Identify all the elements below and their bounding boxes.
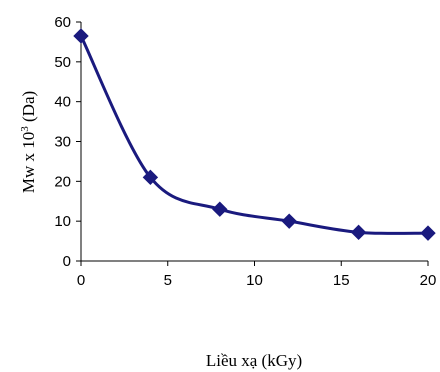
x-tick-label: 15 [333,272,350,289]
x-tick-label: 0 [77,272,85,289]
x-axis-title: Liều xạ (kGy) [206,351,302,370]
y-tick-label: 30 [54,134,71,151]
data-point [142,169,159,186]
y-tick-label: 50 [54,54,71,71]
data-point [350,224,367,241]
x-tick-label: 5 [164,272,172,289]
y-axis-title-superscript: 3 [19,126,31,132]
y-ticks: 0 10 20 30 40 50 60 [54,14,81,270]
y-tick-label: 0 [63,253,71,270]
y-axis-title-prefix: Mw x 10 [19,132,38,193]
x-ticks: 0 5 10 15 20 [77,261,437,289]
axes [80,22,428,262]
data-point [281,213,297,229]
x-tick-label: 10 [246,272,263,289]
series-line [79,34,430,235]
y-tick-label: 60 [54,14,71,31]
data-point [420,225,436,241]
data-point [212,201,228,217]
y-tick-label: 40 [54,94,71,111]
x-tick-label: 20 [420,272,437,289]
series [73,28,436,241]
y-tick-label: 20 [54,173,71,190]
y-axis-title-suffix: (Da) [19,91,38,126]
data-point [73,28,89,44]
y-axis-title: Mw x 103 (Da) [19,91,38,193]
y-tick-label: 10 [54,213,71,230]
